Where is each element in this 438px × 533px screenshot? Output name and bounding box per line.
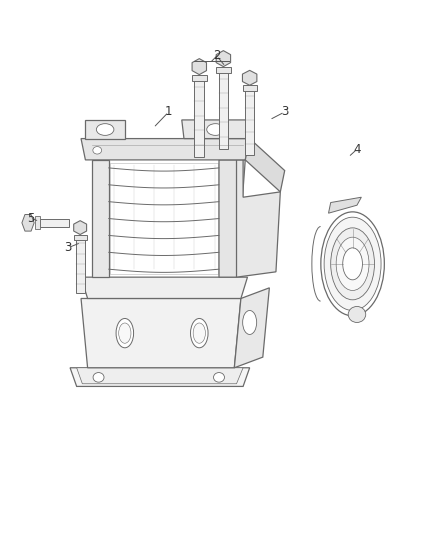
Bar: [40, 219, 69, 227]
Text: 1: 1: [165, 106, 173, 118]
Ellipse shape: [96, 124, 114, 135]
Polygon shape: [245, 139, 285, 192]
Ellipse shape: [116, 318, 134, 348]
Ellipse shape: [331, 228, 374, 300]
Polygon shape: [74, 221, 87, 235]
Polygon shape: [70, 368, 250, 386]
Polygon shape: [81, 277, 247, 298]
Polygon shape: [77, 368, 243, 384]
Ellipse shape: [207, 124, 224, 135]
Polygon shape: [237, 160, 280, 277]
Polygon shape: [81, 298, 241, 368]
Bar: [194, 75, 204, 157]
Ellipse shape: [336, 237, 369, 290]
Bar: [245, 85, 254, 155]
Ellipse shape: [93, 373, 104, 382]
Ellipse shape: [193, 323, 205, 343]
Polygon shape: [234, 288, 269, 368]
Polygon shape: [219, 160, 245, 277]
Polygon shape: [192, 59, 206, 75]
Bar: [219, 67, 228, 149]
Polygon shape: [22, 214, 34, 231]
Bar: [74, 235, 87, 240]
Ellipse shape: [324, 217, 381, 310]
Ellipse shape: [214, 373, 224, 382]
Bar: [35, 216, 40, 229]
Bar: [216, 67, 231, 73]
Text: 4: 4: [353, 143, 361, 156]
Ellipse shape: [119, 323, 131, 343]
Polygon shape: [92, 160, 109, 277]
Polygon shape: [182, 120, 252, 139]
Polygon shape: [328, 197, 361, 213]
Text: 3: 3: [64, 241, 71, 254]
Ellipse shape: [243, 310, 257, 335]
Text: 2: 2: [213, 50, 221, 62]
Text: 5: 5: [27, 212, 34, 225]
Ellipse shape: [343, 248, 363, 280]
Polygon shape: [85, 120, 125, 139]
Polygon shape: [81, 139, 250, 160]
Bar: [243, 85, 257, 91]
Text: 3: 3: [281, 106, 288, 118]
Ellipse shape: [191, 318, 208, 348]
Bar: [192, 75, 207, 81]
Ellipse shape: [93, 147, 102, 154]
Polygon shape: [243, 70, 257, 85]
Bar: [76, 235, 85, 293]
Polygon shape: [216, 51, 230, 67]
Ellipse shape: [348, 306, 366, 322]
